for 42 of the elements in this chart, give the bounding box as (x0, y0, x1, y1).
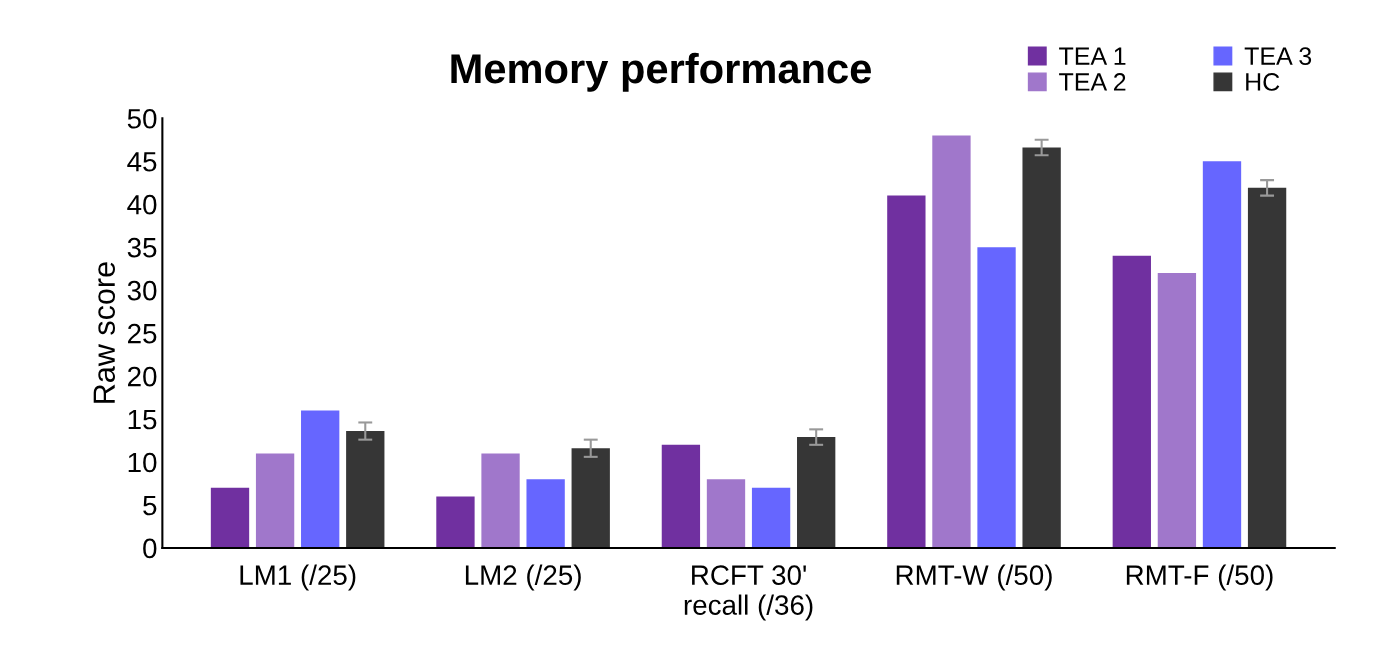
bar (526, 479, 565, 548)
bar (887, 195, 926, 548)
x-tick-label: LM2 (/25) (465, 564, 581, 591)
y-tick-label: 50 (127, 108, 157, 129)
bar (481, 453, 520, 548)
y-tick-label: 45 (127, 152, 157, 172)
chart-title: Memory performance (451, 52, 871, 92)
y-tick-label: 25 (128, 323, 157, 344)
y-tick-label: 20 (128, 366, 157, 387)
y-tick-label: 40 (127, 194, 157, 215)
bar (661, 444, 701, 548)
bar (301, 410, 340, 548)
bar (571, 448, 610, 548)
bar (1112, 255, 1151, 548)
bar (436, 496, 475, 548)
bar (1022, 147, 1061, 548)
bar (255, 453, 295, 548)
y-tick-label: 0 (143, 538, 157, 559)
y-tick-label: 35 (127, 237, 157, 258)
bar (932, 135, 971, 548)
bar (977, 247, 1016, 548)
legend-label: TEA 3 (1244, 47, 1312, 66)
x-tick-label: RCFT 30' recall (/36) (684, 565, 813, 621)
x-tick-label: LM1 (/25) (240, 564, 356, 591)
legend-label: TEA 2 (1059, 73, 1126, 91)
y-tick-label: 15 (128, 409, 157, 430)
bar (210, 487, 250, 548)
bar (1247, 187, 1287, 548)
y-tick-label: 5 (143, 495, 157, 516)
y-axis-title: Raw score (93, 262, 116, 403)
bar (1157, 272, 1197, 548)
bar (797, 437, 836, 548)
bar (706, 479, 746, 548)
y-tick-label: 10 (128, 452, 157, 473)
legend-label: HC (1246, 73, 1280, 91)
bar (346, 431, 385, 548)
y-tick-label: 30 (127, 280, 157, 301)
bar (751, 487, 791, 548)
legend-label: TEA 1 (1059, 47, 1126, 65)
bar (1202, 161, 1242, 548)
x-tick-label: RMT-W (/50) (896, 564, 1052, 591)
x-tick-label: RMT-F (/50) (1126, 564, 1273, 591)
